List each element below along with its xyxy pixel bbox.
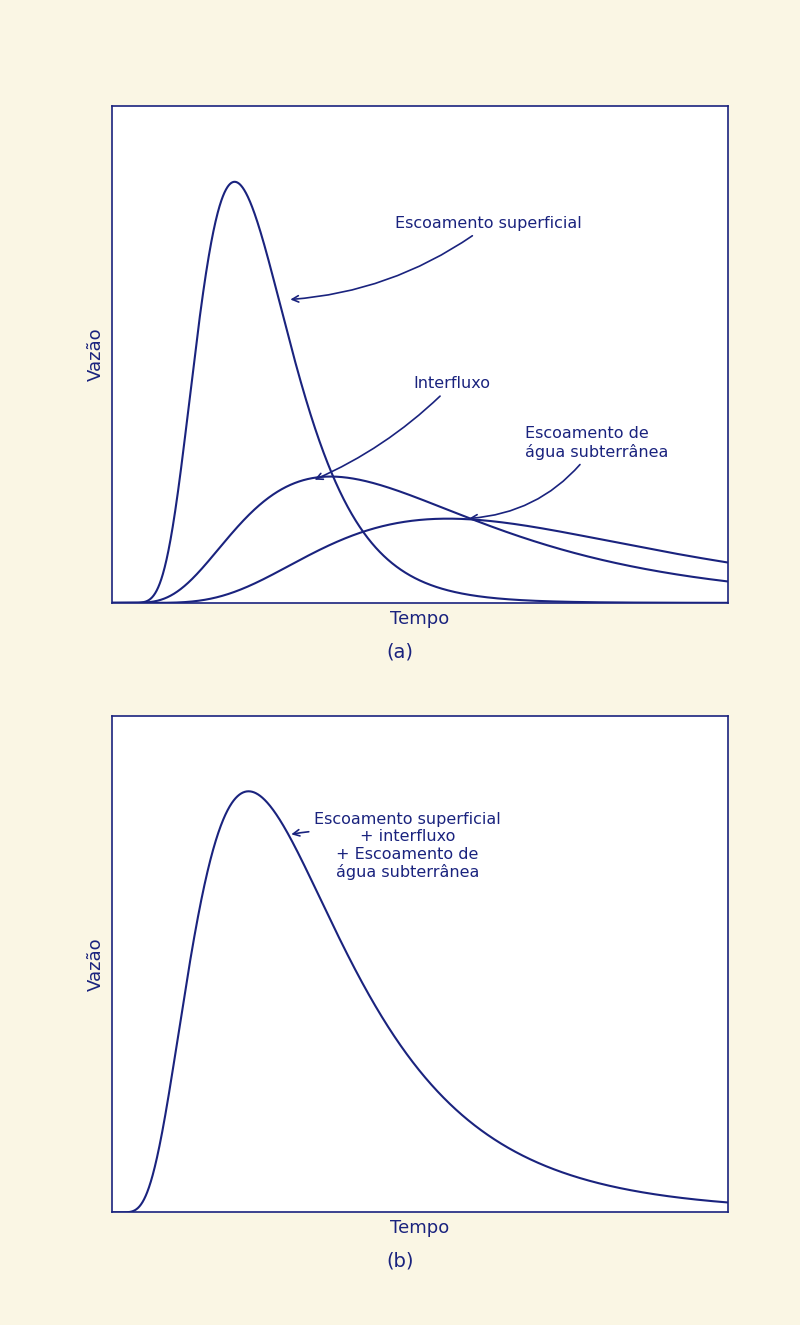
Text: (a): (a) — [386, 643, 414, 661]
Text: (b): (b) — [386, 1252, 414, 1271]
Y-axis label: Vazão: Vazão — [87, 327, 105, 382]
X-axis label: Tempo: Tempo — [390, 610, 450, 628]
X-axis label: Tempo: Tempo — [390, 1219, 450, 1238]
Text: Interfluxo: Interfluxo — [316, 376, 491, 480]
Text: Escoamento superficial
+ interfluxo
+ Escoamento de
água subterrânea: Escoamento superficial + interfluxo + Es… — [293, 812, 501, 880]
Y-axis label: Vazão: Vazão — [87, 937, 105, 991]
Text: Escoamento superficial: Escoamento superficial — [292, 216, 582, 302]
Text: Escoamento de
água subterrânea: Escoamento de água subterrânea — [471, 427, 668, 521]
